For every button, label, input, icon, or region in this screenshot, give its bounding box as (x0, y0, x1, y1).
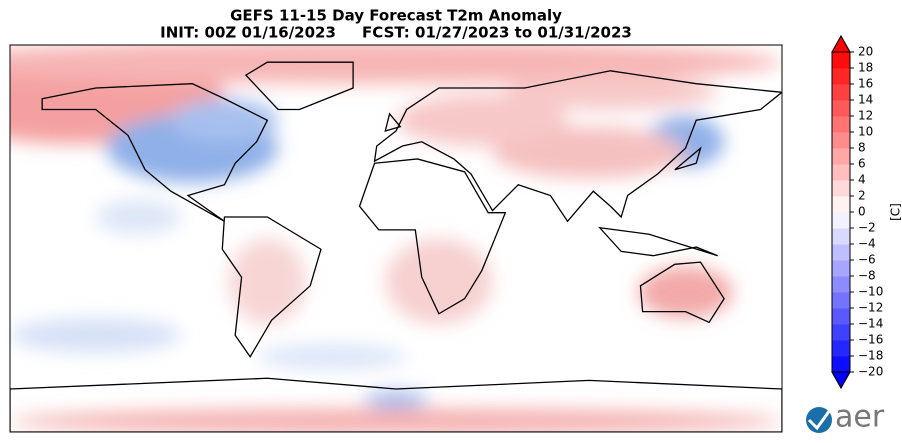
coastline (639, 261, 725, 324)
colorbar-tick-label: −2 (858, 221, 876, 235)
map-frame (9, 44, 783, 433)
subtitle: INIT: 00Z 01/16/2023 FCST: 01/27/2023 to… (160, 24, 632, 42)
map (10, 45, 782, 432)
anomaly-blob (95, 199, 182, 235)
colorbar-segment (832, 132, 850, 149)
colorbar-tick-label: 8 (858, 141, 866, 155)
colorbar-segment (832, 212, 850, 229)
colorbar-segment (832, 68, 850, 85)
coastline (598, 226, 718, 257)
colorbar-segment (832, 276, 850, 293)
colorbar-tick-label: −10 (858, 285, 883, 299)
coastline (358, 158, 507, 315)
anomaly-blob (396, 94, 568, 147)
colorbar-segment (832, 292, 850, 309)
colorbar-segment (832, 340, 850, 357)
colorbar-tick-label: −8 (858, 269, 876, 283)
anomaly-blob (256, 343, 407, 370)
anomaly-blob (385, 238, 493, 325)
colorbar-tick-label: 10 (858, 125, 873, 139)
colorbar-segment (832, 196, 850, 213)
logo-check (807, 409, 832, 431)
colorbar-segment (832, 148, 850, 165)
colorbar-tick-label: −20 (858, 365, 883, 379)
colorbar-tick-label: 14 (858, 93, 873, 107)
anomaly-blob (10, 318, 182, 353)
anomaly-blob (170, 98, 279, 142)
logo: aer (806, 400, 885, 435)
anomaly-blob (492, 126, 686, 179)
colorbar-segment (832, 260, 850, 277)
colorbar-tick-label: 16 (858, 77, 873, 91)
colorbar-segment (832, 324, 850, 341)
anomaly-blob (10, 408, 782, 432)
colorbar-segment (832, 308, 850, 325)
coastline (10, 377, 782, 432)
colorbar-tick-label: 6 (858, 157, 866, 171)
colorbar-segment (832, 356, 850, 373)
coastline (221, 216, 322, 358)
anomaly-blob (363, 391, 429, 409)
anomaly-blob (503, 75, 718, 110)
colorbar-segment (832, 84, 850, 101)
colorbar-tick-label: 12 (858, 109, 873, 123)
colorbar-tick-label: 4 (858, 173, 866, 187)
colorbar-tick-label: 2 (858, 189, 866, 203)
coastline (244, 61, 354, 111)
coastline (384, 112, 402, 132)
anomaly-blob (10, 45, 782, 84)
colorbar-extend-low (831, 371, 851, 390)
colorbar-segment (832, 180, 850, 197)
colorbar-tick-label: −6 (858, 253, 876, 267)
coastlines (10, 61, 782, 432)
logo-icon (806, 407, 832, 433)
colorbar-tick-label: −12 (858, 301, 883, 315)
colorbar-tick-label: −4 (858, 237, 876, 251)
coastline (373, 70, 782, 223)
colorbar-tick-label: −16 (858, 333, 883, 347)
colorbar-outline (831, 34, 851, 390)
anomaly-blob (638, 266, 733, 319)
coastline (674, 146, 702, 171)
colorbar-tick-label: 0 (858, 205, 866, 219)
anomaly-blob (228, 238, 306, 325)
colorbar-tick-label: −18 (858, 349, 883, 363)
title: GEFS 11-15 Day Forecast T2m Anomaly (230, 7, 562, 25)
colorbar-tick-label: 20 (858, 45, 873, 59)
coastline (41, 83, 269, 222)
logo-text: aer (835, 400, 885, 435)
colorbar-segment (832, 244, 850, 261)
colorbar-segment (832, 164, 850, 181)
colorbar-tick-label: 18 (858, 61, 873, 75)
colorbar-extend-high (831, 34, 851, 53)
colorbar-segment (832, 228, 850, 245)
colorbar: −20−18−16−14−12−10−8−6−4−202468101214161… (831, 34, 883, 390)
colorbar-tick-label: −14 (858, 317, 883, 331)
anomaly-shading (10, 45, 782, 432)
colorbar-label: [C] (889, 203, 902, 221)
colorbar-segment (832, 100, 850, 117)
colorbar-segment (832, 52, 850, 69)
colorbar-segment (832, 116, 850, 133)
